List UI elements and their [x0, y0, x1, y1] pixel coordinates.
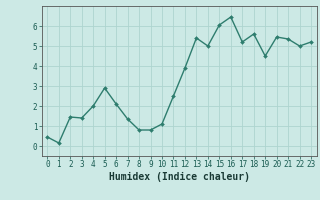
X-axis label: Humidex (Indice chaleur): Humidex (Indice chaleur): [109, 172, 250, 182]
